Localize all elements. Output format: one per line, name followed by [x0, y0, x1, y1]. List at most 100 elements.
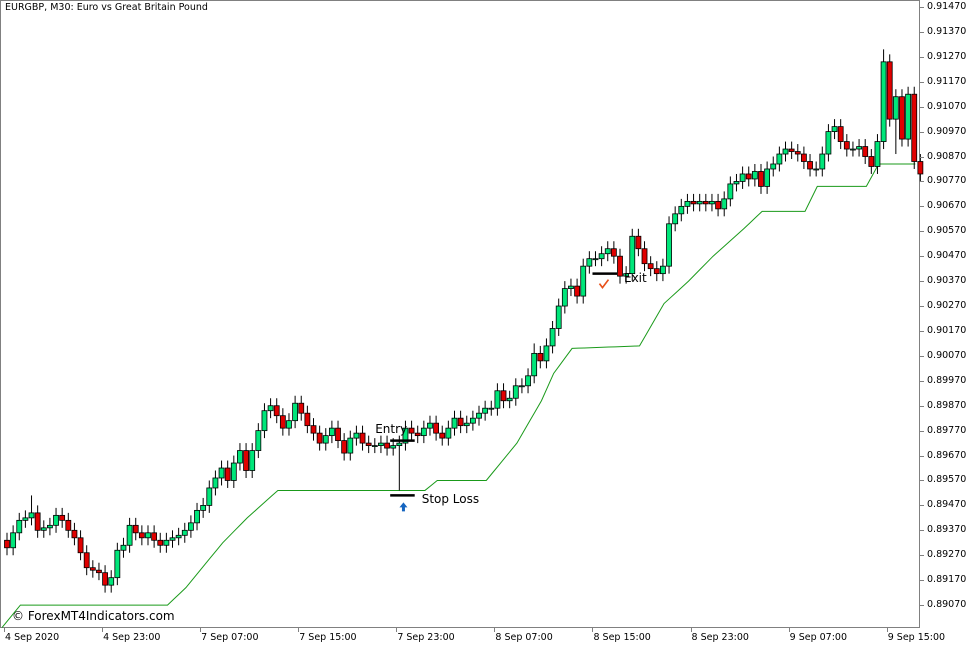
y-tick-label: 0.89670 — [927, 449, 967, 461]
x-tick — [690, 628, 692, 632]
chart-plot-area[interactable] — [0, 0, 920, 628]
bear-candle — [868, 156, 875, 167]
x-tick-label: 9 Sep 15:00 — [887, 632, 946, 643]
y-tick — [920, 430, 924, 432]
bear-candle — [758, 171, 764, 187]
stop-loss-label: Stop Loss — [421, 492, 480, 507]
bull-candle — [10, 532, 17, 549]
y-tick — [920, 580, 924, 582]
bull-candle — [469, 417, 476, 424]
bear-candle — [886, 61, 893, 120]
bull-candle — [396, 442, 403, 446]
x-tick — [4, 628, 5, 632]
bull-candle — [482, 407, 489, 414]
bear-candle — [788, 148, 795, 152]
exit-check-icon — [598, 279, 610, 289]
y-tick-label: 0.91070 — [927, 100, 967, 112]
bull-candle — [206, 487, 213, 506]
bear-candle — [298, 402, 305, 414]
bear-candle — [843, 141, 850, 150]
x-tick-label: 9 Sep 07:00 — [789, 632, 847, 643]
y-tick — [920, 81, 924, 83]
y-tick — [920, 31, 924, 33]
bear-candle — [34, 512, 41, 531]
bear-candle — [537, 352, 544, 362]
bear-candle — [59, 514, 66, 521]
x-tick-label: 4 Sep 2020 — [5, 632, 60, 643]
bull-candle — [672, 213, 679, 225]
bear-candle — [837, 126, 844, 142]
bull-candle — [353, 432, 360, 439]
bear-candle — [457, 417, 464, 427]
bull-candle — [764, 168, 771, 187]
bull-candle — [255, 430, 262, 451]
bear-candle — [702, 200, 709, 205]
bull-candle — [145, 532, 151, 539]
bear-candle — [500, 390, 507, 402]
bear-candle — [365, 442, 372, 446]
y-tick — [920, 281, 924, 283]
y-tick — [920, 131, 924, 133]
bear-candle — [96, 569, 102, 574]
y-tick — [920, 455, 924, 457]
bear-candle — [635, 235, 642, 250]
exit-label: Exit — [624, 270, 647, 285]
y-tick-label: 0.89770 — [927, 424, 967, 436]
bull-candle — [261, 410, 268, 432]
bull-candle — [660, 265, 666, 275]
bear-candle — [715, 200, 721, 210]
bear-candle — [641, 248, 648, 265]
bull-candle — [230, 462, 237, 481]
x-tick-label: 7 Sep 23:00 — [397, 632, 455, 643]
y-tick-label: 0.89170 — [927, 574, 967, 586]
bull-candle — [568, 285, 574, 289]
bear-candle — [911, 93, 918, 162]
y-tick — [920, 480, 924, 482]
bear-candle — [335, 427, 341, 442]
bull-candle — [592, 258, 599, 261]
bull-candle — [40, 527, 47, 531]
bear-candle — [224, 467, 231, 481]
bull-candle — [819, 153, 826, 170]
y-tick-label: 0.89970 — [927, 374, 967, 386]
bear-candle — [384, 442, 390, 449]
bull-candle — [519, 385, 525, 388]
y-tick — [920, 330, 924, 332]
x-tick — [592, 628, 594, 632]
bear-candle — [617, 255, 623, 277]
y-tick-label: 0.90270 — [927, 300, 967, 312]
bull-candle — [586, 258, 593, 267]
bear-candle — [610, 248, 617, 257]
bull-candle — [850, 148, 856, 151]
y-tick — [920, 306, 924, 308]
bear-candle — [102, 572, 108, 586]
y-tick-label: 0.90170 — [927, 324, 967, 336]
bear-candle — [899, 96, 905, 140]
bull-candle — [28, 512, 35, 519]
y-tick — [920, 231, 924, 233]
bull-candle — [727, 183, 734, 200]
bull-candle — [874, 141, 881, 167]
bull-candle — [476, 412, 482, 419]
bear-candle — [4, 539, 10, 549]
bear-candle — [807, 161, 813, 170]
x-tick — [102, 628, 104, 632]
bear-candle — [310, 425, 317, 434]
bull-candle — [420, 427, 427, 437]
bull-candle — [825, 131, 832, 155]
bull-candle — [463, 422, 470, 427]
bear-candle — [316, 432, 323, 444]
watermark: © ForexMT4Indicators.com — [12, 609, 175, 623]
bear-candle — [65, 519, 72, 531]
bull-candle — [739, 173, 746, 182]
bull-candle — [561, 288, 568, 307]
x-tick-label: 7 Sep 15:00 — [299, 632, 357, 643]
bull-candle — [47, 524, 53, 529]
bull-candle — [776, 153, 783, 165]
bull-candle — [126, 524, 133, 546]
y-tick — [920, 355, 924, 357]
y-tick-label: 0.91270 — [927, 50, 967, 62]
y-tick — [920, 530, 924, 532]
y-tick-label: 0.89470 — [927, 499, 967, 511]
bull-candle — [525, 375, 531, 387]
